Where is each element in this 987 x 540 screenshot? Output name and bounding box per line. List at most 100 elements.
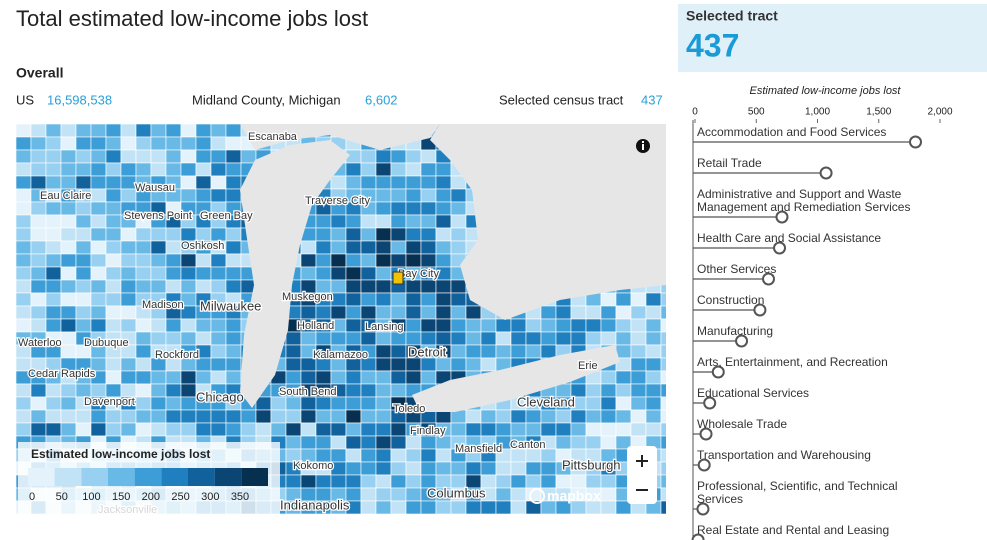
map-tile bbox=[345, 461, 362, 476]
map-tile bbox=[375, 500, 392, 514]
lollipop-dot bbox=[691, 533, 705, 540]
city-label: Holland bbox=[297, 320, 334, 332]
map-tile bbox=[405, 474, 422, 489]
map-tile bbox=[135, 357, 152, 372]
map-tile bbox=[300, 396, 317, 411]
legend-swatch bbox=[214, 468, 242, 486]
map-tile bbox=[585, 435, 602, 450]
map-tile bbox=[285, 331, 302, 346]
city-label: Traverse City bbox=[305, 195, 370, 207]
map-tile bbox=[600, 370, 617, 385]
map-tile bbox=[555, 435, 572, 450]
map-tile bbox=[300, 305, 317, 320]
map-tile bbox=[630, 422, 647, 437]
map-tile bbox=[120, 292, 137, 307]
map-tile bbox=[435, 448, 452, 463]
map-tile bbox=[390, 149, 407, 164]
map-tile bbox=[75, 305, 92, 320]
map-tile bbox=[345, 409, 362, 424]
map-tile bbox=[315, 253, 332, 268]
map-tile bbox=[90, 188, 107, 203]
map-tile bbox=[375, 474, 392, 489]
map-tile bbox=[105, 240, 122, 255]
map-tile bbox=[540, 461, 557, 476]
map-tile bbox=[16, 383, 32, 398]
map-tile bbox=[90, 124, 107, 138]
map-tile bbox=[195, 422, 212, 437]
category-label: Administrative and Support and Waste Man… bbox=[697, 187, 911, 214]
map-tile bbox=[465, 344, 482, 359]
map-tile bbox=[345, 474, 362, 489]
x-tick-label: 1,500 bbox=[866, 107, 891, 118]
map-tile bbox=[75, 162, 92, 177]
map-tile bbox=[60, 240, 77, 255]
map-tile bbox=[75, 318, 92, 333]
map-tile bbox=[510, 331, 527, 346]
map-tile bbox=[600, 396, 617, 411]
map-tile bbox=[210, 357, 227, 372]
map-tile bbox=[60, 409, 77, 424]
map-tile bbox=[420, 188, 437, 203]
map-tile bbox=[345, 305, 362, 320]
map-tile bbox=[270, 409, 287, 424]
map-tile bbox=[405, 435, 422, 450]
map-tile bbox=[525, 318, 542, 333]
map-tile bbox=[360, 383, 377, 398]
map-tile bbox=[150, 318, 167, 333]
map-tile bbox=[135, 124, 152, 138]
city-label: Escanaba bbox=[248, 131, 298, 143]
map-tile bbox=[45, 266, 62, 281]
map-tile bbox=[525, 422, 542, 437]
map-tile bbox=[435, 318, 452, 333]
map-tile bbox=[600, 474, 617, 489]
map-tile bbox=[210, 266, 227, 281]
map-tile bbox=[570, 318, 587, 333]
map-tile bbox=[105, 136, 122, 151]
map-tile bbox=[16, 201, 32, 216]
city-label: Rockford bbox=[155, 349, 199, 361]
lollipop-dot bbox=[819, 166, 833, 180]
legend-title: Estimated low-income jobs lost bbox=[31, 447, 210, 461]
map-tile bbox=[120, 188, 137, 203]
lake-superior bbox=[240, 124, 440, 150]
map-tile bbox=[480, 344, 497, 359]
city-label: Davenport bbox=[84, 396, 135, 408]
map-tile bbox=[420, 227, 437, 242]
map-tile bbox=[360, 396, 377, 411]
map-tile bbox=[165, 266, 182, 281]
map-tile bbox=[420, 149, 437, 164]
map-tile bbox=[375, 292, 392, 307]
map[interactable]: Escanaba Eau Claire Wausau Stevens Point… bbox=[16, 124, 676, 516]
map-tile bbox=[195, 136, 212, 151]
map-tile bbox=[300, 253, 317, 268]
map-tile bbox=[90, 162, 107, 177]
map-tile bbox=[195, 266, 212, 281]
map-tile bbox=[135, 253, 152, 268]
map-tile bbox=[390, 435, 407, 450]
map-tile bbox=[195, 331, 212, 346]
selected-tract-marker bbox=[392, 271, 404, 285]
map-tile bbox=[285, 344, 302, 359]
map-tile bbox=[375, 266, 392, 281]
map-tile bbox=[525, 474, 542, 489]
category-label: Manufacturing bbox=[697, 324, 774, 338]
map-tile bbox=[180, 175, 197, 190]
map-tile bbox=[510, 344, 527, 359]
map-tile bbox=[90, 201, 107, 216]
map-tile bbox=[405, 487, 422, 502]
map-tile bbox=[375, 214, 392, 229]
map-tile bbox=[570, 331, 587, 346]
selected-value: 437 bbox=[686, 27, 739, 63]
city-label: Eau Claire bbox=[40, 190, 91, 202]
map-tile bbox=[330, 409, 347, 424]
map-tile bbox=[345, 383, 362, 398]
lake-erie bbox=[412, 345, 620, 412]
map-tile bbox=[165, 331, 182, 346]
map-tile bbox=[90, 409, 107, 424]
map-tile bbox=[360, 305, 377, 320]
map-tile bbox=[630, 331, 647, 346]
map-tile bbox=[510, 487, 527, 502]
map-tile bbox=[450, 318, 467, 333]
map-tile bbox=[120, 279, 137, 294]
